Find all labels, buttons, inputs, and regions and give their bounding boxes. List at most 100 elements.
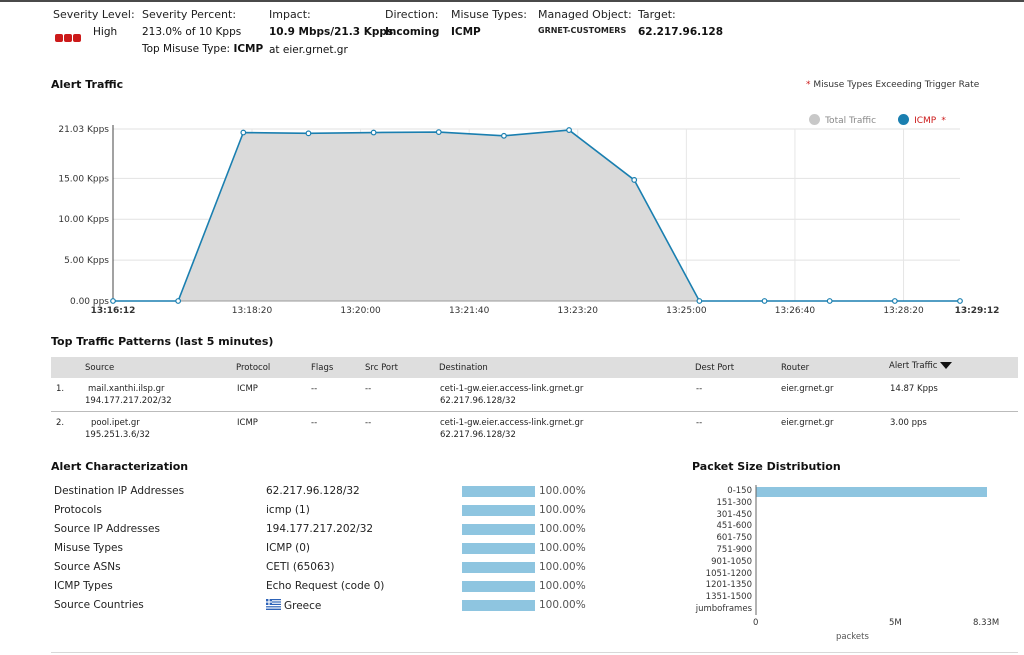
legend-icmp[interactable]: ICMP * <box>898 108 946 127</box>
icmp-data-point <box>761 298 768 304</box>
sort-desc-icon[interactable] <box>940 362 953 369</box>
ps-x-tick: 8.33M <box>973 618 1000 628</box>
top-misuse-value: ICMP <box>233 43 264 55</box>
x-tick-label: 13:21:40 <box>449 306 490 316</box>
row-divider <box>51 411 1018 412</box>
char-percent: 100.00% <box>539 485 586 497</box>
direction-label: Direction: <box>385 8 439 21</box>
col-dest-port[interactable]: Dest Port <box>695 363 735 373</box>
char-percent: 100.00% <box>539 542 586 554</box>
char-label: Source Countries <box>54 599 144 611</box>
y-tick-label: 0.00 pps <box>70 297 109 307</box>
col-source[interactable]: Source <box>85 363 115 373</box>
protocol: ICMP <box>237 384 258 394</box>
misuse-types-label: Misuse Types: <box>451 8 527 21</box>
dest-port: -- <box>696 418 703 428</box>
managed-object-link[interactable]: GRNET-CUSTOMERS <box>538 26 627 35</box>
char-value: ICMP (0) <box>266 542 311 554</box>
char-bar <box>462 562 535 573</box>
char-value: 194.177.217.202/32 <box>266 523 374 535</box>
char-value: icmp (1) <box>266 504 310 516</box>
ps-category-label: 1351-1500 <box>705 592 752 603</box>
ps-category-label: 1201-1350 <box>705 580 752 591</box>
char-bar <box>462 600 535 611</box>
icmp-data-point <box>826 298 833 304</box>
char-percent: 100.00% <box>539 561 586 573</box>
ps-category-label: 0-150 <box>727 486 752 496</box>
dest-ip: 62.217.96.128/32 <box>440 396 516 406</box>
icmp-data-point <box>370 129 377 136</box>
traffic-area <box>113 130 960 301</box>
char-percent: 100.00% <box>539 523 586 535</box>
trigger-rate-text: Misuse Types Exceeding Trigger Rate <box>813 80 980 90</box>
legend-total-traffic[interactable]: Total Traffic <box>809 108 876 127</box>
impact-value: 10.9 Mbps/21.3 Kpps <box>269 26 394 38</box>
trigger-rate-star: * <box>806 80 811 90</box>
ps-x-tick: 0 <box>753 618 759 628</box>
dest-host-link[interactable]: ceti-1-gw.eier.access-link.grnet.gr <box>440 384 584 394</box>
ps-category-label: 901-1050 <box>711 556 752 567</box>
x-tick-label: 13:28:20 <box>883 306 924 316</box>
icmp-data-point <box>305 130 312 137</box>
top-border <box>0 0 1024 2</box>
severity-indicator <box>55 27 82 46</box>
source-host-link[interactable]: pool.ipet.gr <box>91 418 140 428</box>
router-link[interactable]: eier.grnet.gr <box>781 418 834 428</box>
characterization-title: Alert Characterization <box>51 460 189 473</box>
char-bar <box>462 505 535 516</box>
icmp-data-point <box>501 132 507 139</box>
char-label: Misuse Types <box>54 542 123 554</box>
x-tick-label: 13:20:00 <box>340 306 381 316</box>
row-number: 1. <box>56 384 65 394</box>
icmp-data-point <box>696 298 703 304</box>
ps-category-label: 1051-1200 <box>705 568 752 579</box>
target-value: 62.217.96.128 <box>638 26 724 38</box>
footer-divider <box>51 652 1018 653</box>
col-src-port[interactable]: Src Port <box>365 363 398 373</box>
char-value: Greece <box>284 600 322 612</box>
y-tick-label: 5.00 Kpps <box>64 256 109 266</box>
dest-host-link[interactable]: ceti-1-gw.eier.access-link.grnet.gr <box>440 418 584 428</box>
row-number: 2. <box>56 418 65 428</box>
managed-object-label: Managed Object: <box>538 8 632 21</box>
ps-category-label: 151-300 <box>716 497 752 508</box>
source-host-link[interactable]: mail.xanthi.ilsp.gr <box>88 384 165 394</box>
char-bar <box>462 581 535 592</box>
col-destination[interactable]: Destination <box>439 363 488 373</box>
alert-traffic-chart: 0.00 pps 5.00 Kpps 10.00 Kpps 15.00 Kpps 21.… <box>58 125 999 316</box>
col-router[interactable]: Router <box>781 363 810 373</box>
legend-icmp-dot-icon <box>898 114 909 125</box>
legend-total-label: Total Traffic <box>825 116 877 126</box>
col-protocol[interactable]: Protocol <box>236 363 271 373</box>
char-bar <box>462 486 535 497</box>
flags: -- <box>311 384 318 394</box>
col-alert-traffic[interactable]: Alert Traffic <box>889 361 953 371</box>
icmp-data-point <box>110 298 116 304</box>
char-label: ICMP Types <box>54 580 113 592</box>
icmp-data-point <box>631 177 638 183</box>
icmp-series-line <box>113 129 960 302</box>
trigger-rate-note: * Misuse Types Exceeding Trigger Rate <box>806 80 979 90</box>
severity-level-label: Severity Level: <box>53 8 135 21</box>
icmp-data-point <box>240 129 247 136</box>
ps-category-label: jumboframes <box>695 604 752 614</box>
x-tick-label: 13:25:00 <box>666 306 707 316</box>
dest-ip: 62.217.96.128/32 <box>440 430 516 440</box>
ps-x-tick: 5M <box>889 618 902 628</box>
icmp-data-point <box>175 298 182 304</box>
y-tick-label: 10.00 Kpps <box>58 215 109 225</box>
patterns-table-header: Source Protocol Flags Src Port Destinati… <box>51 357 1018 378</box>
greece-flag-icon <box>266 599 281 610</box>
legend-icmp-star: * <box>941 116 946 126</box>
ps-category-label: 301-450 <box>716 509 752 520</box>
top-misuse-label: Top Misuse Type: <box>142 43 231 55</box>
char-label: Source IP Addresses <box>54 523 160 535</box>
char-percent: 100.00% <box>539 580 586 592</box>
router-link[interactable]: eier.grnet.gr <box>781 384 834 394</box>
icmp-data-point <box>891 298 898 304</box>
y-tick-label: 21.03 Kpps <box>58 125 109 135</box>
icmp-data-point <box>566 127 572 133</box>
misuse-types-value: ICMP <box>451 26 481 38</box>
protocol: ICMP <box>237 418 258 428</box>
col-flags[interactable]: Flags <box>311 363 334 373</box>
